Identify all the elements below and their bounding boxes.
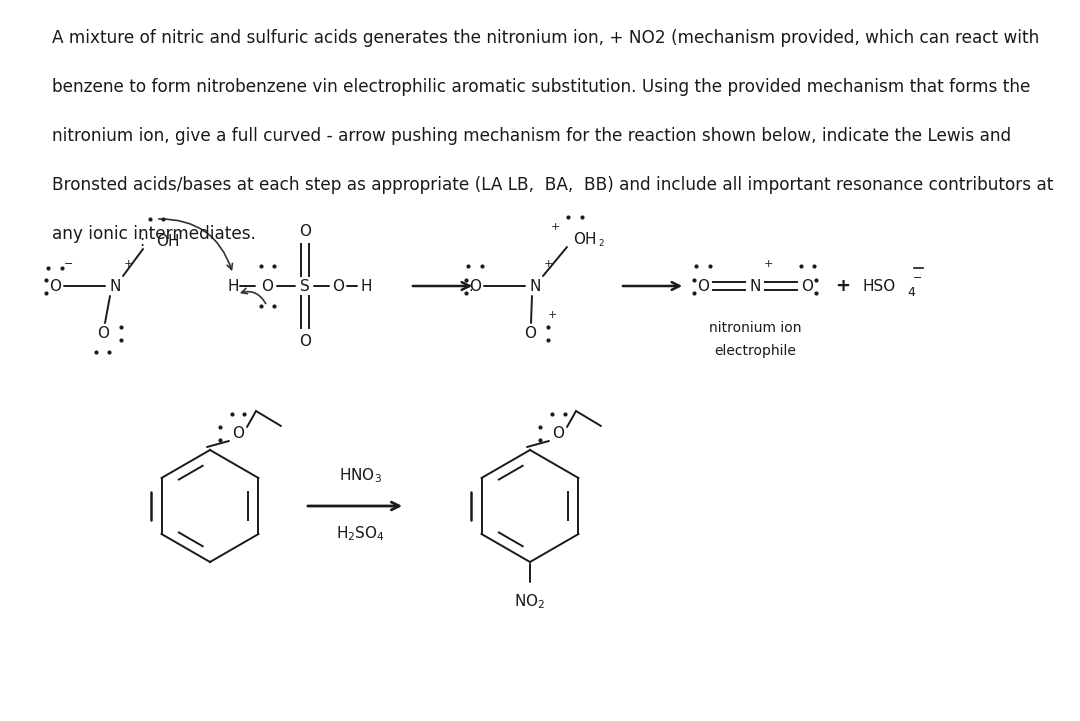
Text: benzene to form nitrobenzene vin electrophilic aromatic substitution. Using the : benzene to form nitrobenzene vin electro… — [52, 78, 1030, 96]
Text: +: + — [548, 310, 556, 320]
Text: N: N — [529, 278, 541, 293]
Text: O: O — [49, 278, 60, 293]
Text: N: N — [750, 278, 760, 293]
Text: OH: OH — [156, 234, 179, 249]
Text: −: − — [914, 273, 922, 283]
Text: 4: 4 — [907, 286, 915, 298]
Text: NO$_2$: NO$_2$ — [514, 593, 545, 611]
Text: +: + — [764, 259, 772, 269]
Text: O: O — [332, 278, 345, 293]
Text: O: O — [299, 334, 311, 348]
Text: OH: OH — [573, 231, 596, 247]
Text: O: O — [524, 325, 536, 340]
Text: H: H — [361, 278, 372, 293]
Text: Bronsted acids/bases at each step as appropriate (LA LB,  BA,  BB) and include a: Bronsted acids/bases at each step as app… — [52, 176, 1053, 194]
Text: electrophile: electrophile — [714, 344, 796, 358]
Text: O: O — [801, 278, 813, 293]
Text: any ionic intermediates.: any ionic intermediates. — [52, 225, 256, 243]
Text: A mixture of nitric and sulfuric acids generates the nitronium ion, + NO2 (mecha: A mixture of nitric and sulfuric acids g… — [52, 29, 1039, 47]
Text: :: : — [469, 280, 473, 294]
Text: O: O — [697, 278, 708, 293]
Text: nitronium ion, give a full curved - arrow pushing mechanism for the reaction sho: nitronium ion, give a full curved - arro… — [52, 127, 1011, 145]
Text: O: O — [469, 278, 481, 293]
Text: nitronium ion: nitronium ion — [708, 321, 801, 335]
Text: S: S — [300, 278, 310, 293]
Text: H$_2$SO$_4$: H$_2$SO$_4$ — [336, 525, 384, 544]
Text: HSO: HSO — [863, 278, 896, 293]
Text: O: O — [261, 278, 273, 293]
Text: N: N — [109, 278, 121, 293]
Text: :: : — [139, 234, 144, 249]
Text: +: + — [123, 259, 133, 269]
Text: +: + — [551, 222, 559, 232]
Text: +: + — [836, 277, 851, 295]
Text: $_2$: $_2$ — [598, 236, 605, 249]
Text: O: O — [232, 425, 244, 441]
Text: O: O — [552, 425, 564, 441]
Text: O: O — [299, 224, 311, 239]
Text: H: H — [227, 278, 239, 293]
Text: +: + — [543, 259, 553, 269]
Text: O: O — [97, 325, 109, 340]
Text: −: − — [65, 259, 73, 269]
Text: HNO$_3$: HNO$_3$ — [338, 466, 381, 485]
